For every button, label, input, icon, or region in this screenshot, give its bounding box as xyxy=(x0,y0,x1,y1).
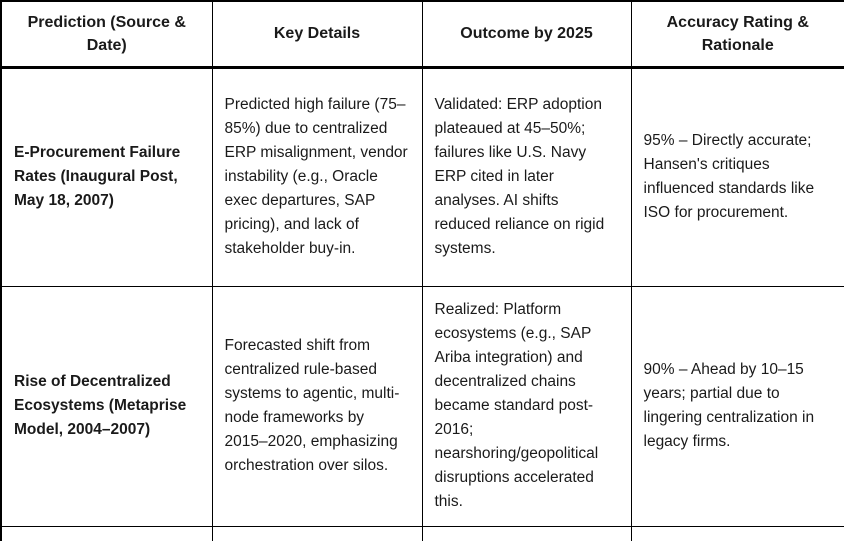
table-header: Prediction (Source & Date) Key Details O… xyxy=(0,0,844,69)
column-header-key-details: Key Details xyxy=(211,0,423,69)
table-row-eprocurement-failure: E-Procurement Failure Rates (Inaugural P… xyxy=(0,66,844,287)
cell-empty xyxy=(211,525,423,541)
cell-outcome: Realized: Platform ecosystems (e.g., SAP… xyxy=(421,285,632,527)
header-row: Prediction (Source & Date) Key Details O… xyxy=(0,0,844,69)
cell-prediction: Rise of Decentralized Ecosystems (Metapr… xyxy=(0,285,213,527)
column-header-accuracy: Accuracy Rating & Rationale xyxy=(630,0,844,69)
cell-key-details: Forecasted shift from centralized rule-b… xyxy=(211,285,423,527)
cell-prediction: E-Procurement Failure Rates (Inaugural P… xyxy=(0,66,213,287)
cell-empty xyxy=(630,525,844,541)
cell-outcome: Validated: ERP adoption plateaued at 45–… xyxy=(421,66,632,287)
cell-accuracy: 95% – Directly accurate; Hansen's critiq… xyxy=(630,66,844,287)
cell-key-details: Predicted high failure (75–85%) due to c… xyxy=(211,66,423,287)
column-header-outcome: Outcome by 2025 xyxy=(421,0,632,69)
table-row-decentralized-ecosystems: Rise of Decentralized Ecosystems (Metapr… xyxy=(0,285,844,527)
column-header-prediction: Prediction (Source & Date) xyxy=(0,0,213,69)
cell-empty xyxy=(421,525,632,541)
cell-accuracy: 90% – Ahead by 10–15 years; partial due … xyxy=(630,285,844,527)
table-row-clipped xyxy=(0,525,844,541)
table-body: E-Procurement Failure Rates (Inaugural P… xyxy=(0,66,844,541)
cell-empty xyxy=(0,525,213,541)
